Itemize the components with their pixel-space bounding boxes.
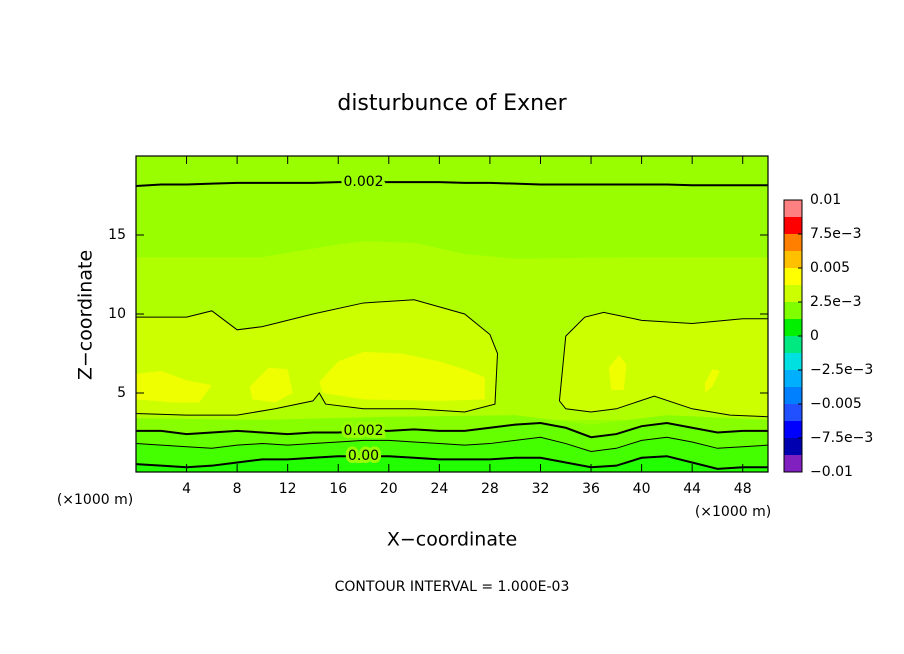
z-unit: (×1000 m) [57,492,133,508]
colorbar-block [784,455,802,472]
contour-line [135,436,769,452]
contour-line [135,455,768,470]
colorbar-block [784,302,802,319]
x-axis-label: X−coordinate [387,529,517,551]
chart-title: disturbunce of Exner [337,91,567,116]
colorbar-block [784,200,802,217]
x-tick-label: 16 [329,481,347,497]
patch [608,355,627,390]
colorbar-tick-label: −0.005 [810,396,862,412]
colorbar-tick-label: −2.5e−3 [810,362,873,378]
colorbar-block [784,370,802,387]
colorbar-block [784,217,802,234]
contour-line [558,311,769,418]
contour-interval: CONTOUR INTERVAL = 1.000E-03 [335,579,570,595]
colorbar-block [784,268,802,285]
patch [136,370,212,403]
x-tick-label: 32 [532,481,550,497]
contour-line [136,422,768,439]
colorbar-tick-label: −7.5e−3 [810,430,873,446]
contour-line [135,299,499,416]
colorbar-block [784,387,802,404]
colorbar-tick-label: 2.5e−3 [810,294,862,310]
contour-fill [136,456,768,472]
colorbar-block [784,234,802,251]
colorbar-block [784,336,802,353]
y-tick-label: 10 [108,306,126,322]
colorbar-block [784,438,802,455]
y-axis-label: Z−coordinate [75,250,97,380]
patch [704,369,720,393]
x-tick-label: 40 [633,481,651,497]
colorbar-tick-label: 0.005 [810,260,850,276]
colorbar-block [784,404,802,421]
x-tick-label: 20 [380,481,398,497]
x-tick-label: 4 [182,481,191,497]
contour-label: 0.00 [348,448,379,464]
colorbar-block [784,285,802,302]
colorbar-tick-label: −0.01 [810,464,853,480]
x-tick-label: 12 [279,481,297,497]
patch [249,367,293,403]
contour-fill [559,312,768,417]
patch [319,351,485,401]
colorbar-block [784,319,802,336]
colorbar-tick-label: 0 [810,328,819,344]
y-tick-label: 15 [108,227,126,243]
x-tick-label: 44 [683,481,701,497]
x-tick-label: 36 [582,481,600,497]
contour-label: 0.002 [343,423,383,439]
contour-line [135,181,768,188]
y-tick-label: 5 [117,385,126,401]
colorbar-block [784,353,802,370]
x-tick-label: 8 [233,481,242,497]
colorbar-block [784,251,802,268]
x-tick-label: 28 [481,481,499,497]
x-tick-label: 48 [734,481,752,497]
x-tick-label: 24 [430,481,448,497]
contour-label: 0.002 [343,174,383,190]
x-unit: (×1000 m) [695,504,771,520]
colorbar-block [784,421,802,438]
colorbar-tick-label: 7.5e−3 [810,226,862,242]
colorbar-tick-label: 0.01 [810,192,841,208]
